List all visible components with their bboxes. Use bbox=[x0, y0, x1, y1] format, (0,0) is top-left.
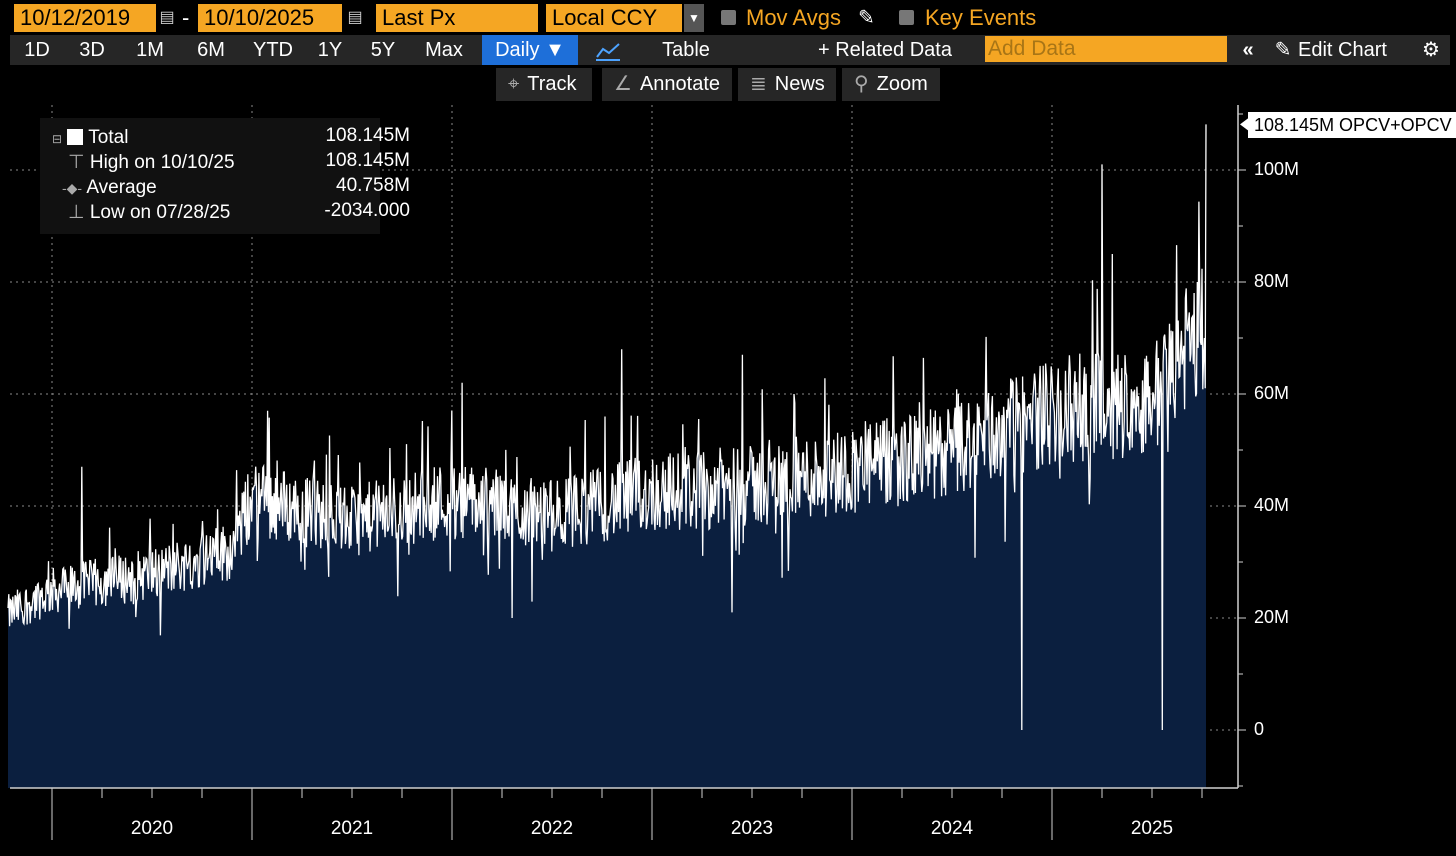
legend-avg-label: Average bbox=[86, 177, 157, 198]
legend-high: ⊤ High on 10/10/25 bbox=[68, 150, 235, 175]
x-tick-label: 2020 bbox=[130, 818, 174, 839]
range-button-1d[interactable]: 1D bbox=[12, 35, 62, 65]
high-marker-icon: ⊤ bbox=[68, 152, 85, 173]
legend-total: ⊟ Total bbox=[52, 125, 128, 150]
chart-area[interactable] bbox=[0, 100, 1456, 856]
legend-low-value: -2034.000 bbox=[324, 200, 410, 221]
news-label: News bbox=[774, 73, 825, 95]
range-button-1y[interactable]: 1Y bbox=[306, 35, 354, 65]
annotate-button[interactable]: ∠ Annotate bbox=[602, 68, 732, 101]
track-button[interactable]: ⌖ Track bbox=[496, 68, 592, 101]
pencil-icon[interactable]: ✎ bbox=[858, 7, 875, 29]
track-label: Track bbox=[527, 73, 577, 95]
collapse-icon[interactable]: ⊟ bbox=[52, 132, 63, 146]
price-field-input[interactable]: Last Px bbox=[376, 4, 538, 32]
key-events-checkbox[interactable] bbox=[899, 10, 914, 25]
legend-low: ⊥ Low on 07/28/25 bbox=[68, 200, 230, 225]
table-button[interactable]: Table bbox=[640, 35, 732, 65]
currency-select[interactable]: Local CCY bbox=[546, 4, 682, 32]
x-tick-label: 2023 bbox=[730, 818, 774, 839]
chart-legend: ⊟ Total 108.145M ⊤ High on 10/10/25 108.… bbox=[40, 118, 410, 234]
range-button-max[interactable]: Max bbox=[412, 35, 476, 65]
pencil-icon[interactable]: ✎ bbox=[1270, 35, 1296, 65]
edit-chart-button[interactable]: Edit Chart bbox=[1298, 35, 1412, 65]
average-marker-icon: -◆- bbox=[62, 180, 83, 196]
total-swatch bbox=[67, 129, 84, 145]
legend-low-label: Low on 07/28/25 bbox=[89, 202, 231, 223]
low-marker-icon: ⊥ bbox=[68, 202, 85, 223]
y-tick-label: 20M bbox=[1254, 607, 1290, 627]
y-tick-label: 40M bbox=[1254, 495, 1290, 515]
last-value-pointer bbox=[1240, 118, 1248, 131]
legend-high-value: 108.145M bbox=[325, 150, 410, 171]
y-tick-label: 100M bbox=[1254, 159, 1300, 179]
collapse-icon[interactable]: « bbox=[1234, 35, 1262, 65]
y-tick-label: 0 bbox=[1254, 719, 1265, 739]
x-tick-label: 2021 bbox=[330, 818, 374, 839]
range-button-1m[interactable]: 1M bbox=[124, 35, 176, 65]
series-line bbox=[7, 124, 1207, 731]
y-tick-label: 80M bbox=[1254, 271, 1290, 291]
gear-icon[interactable]: ⚙ bbox=[1418, 35, 1444, 65]
legend-total-value: 108.145M bbox=[325, 125, 410, 146]
key-events-label[interactable]: Key Events bbox=[925, 5, 1037, 30]
date-separator: - bbox=[182, 5, 190, 30]
add-data-input[interactable]: Add Data bbox=[985, 36, 1227, 62]
last-value-tag: 108.145M OPCV+OPCV bbox=[1248, 112, 1456, 138]
mov-avgs-label[interactable]: Mov Avgs bbox=[746, 5, 841, 30]
x-tick-label: 2025 bbox=[1130, 818, 1174, 839]
mov-avgs-checkbox[interactable] bbox=[721, 10, 736, 25]
zoom-label: Zoom bbox=[876, 73, 928, 95]
line-chart-icon[interactable] bbox=[588, 35, 628, 65]
legend-avg: -◆- Average bbox=[62, 175, 157, 200]
series-area bbox=[8, 124, 1206, 788]
range-button-ytd[interactable]: YTD bbox=[246, 35, 300, 65]
range-button-3d[interactable]: 3D bbox=[66, 35, 118, 65]
chevron-down-icon[interactable]: ▼ bbox=[684, 4, 704, 32]
related-data-button[interactable]: + Related Data bbox=[818, 35, 970, 65]
legend-avg-value: 40.758M bbox=[336, 175, 410, 196]
legend-high-label: High on 10/10/25 bbox=[89, 152, 235, 173]
zoom-button[interactable]: ⚲ Zoom bbox=[842, 68, 940, 101]
crosshair-icon: ⌖ bbox=[508, 73, 520, 95]
x-tick-label: 2022 bbox=[530, 818, 574, 839]
x-tick-label: 2024 bbox=[930, 818, 974, 839]
news-button[interactable]: ≣ News bbox=[738, 68, 836, 101]
start-date-input[interactable]: 10/12/2019 bbox=[14, 4, 156, 32]
periodicity-dropdown[interactable]: Daily ▼ bbox=[482, 35, 578, 65]
calendar-icon[interactable]: ▤ bbox=[346, 4, 364, 32]
annotate-icon: ∠ bbox=[614, 73, 632, 95]
annotate-label: Annotate bbox=[639, 73, 721, 95]
y-tick-label: 60M bbox=[1254, 383, 1290, 403]
news-icon: ≣ bbox=[750, 73, 767, 95]
calendar-icon[interactable]: ▤ bbox=[158, 4, 176, 32]
range-button-6m[interactable]: 6M bbox=[182, 35, 240, 65]
legend-total-label: Total bbox=[88, 127, 129, 148]
zoom-icon: ⚲ bbox=[854, 73, 869, 95]
end-date-input[interactable]: 10/10/2025 bbox=[198, 4, 342, 32]
range-button-5y[interactable]: 5Y bbox=[360, 35, 406, 65]
